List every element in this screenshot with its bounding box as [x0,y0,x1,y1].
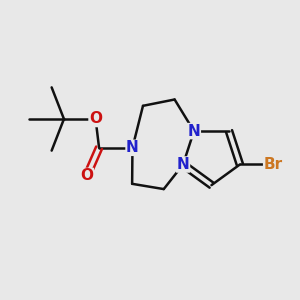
Text: N: N [126,140,139,155]
Text: O: O [89,112,102,127]
Text: N: N [177,157,190,172]
Text: O: O [80,168,93,183]
Text: Br: Br [264,157,283,172]
Text: N: N [188,124,200,139]
